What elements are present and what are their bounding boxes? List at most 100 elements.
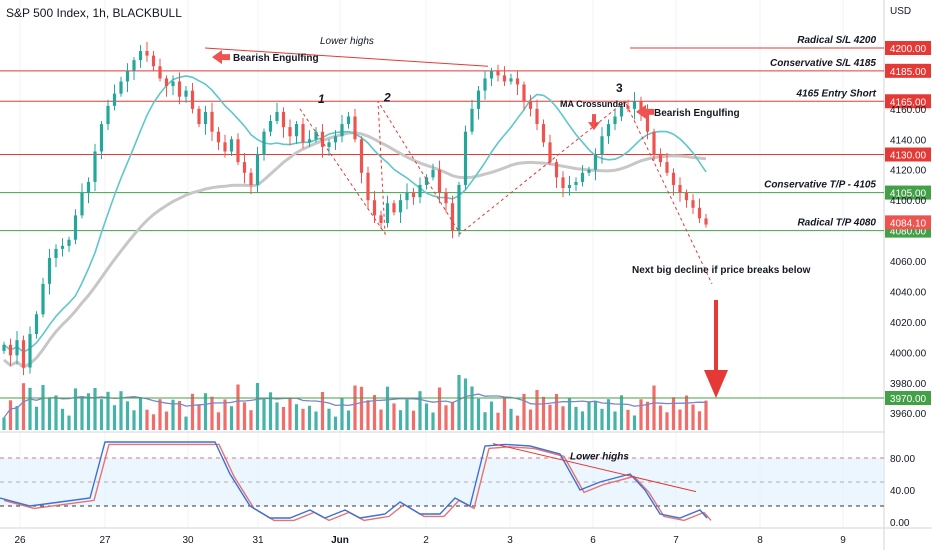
time-tick-label: 30 bbox=[182, 535, 194, 546]
volume-bar bbox=[606, 399, 611, 430]
volume-bar bbox=[340, 398, 344, 430]
volume-bar bbox=[515, 415, 520, 430]
price-tag: 4200.00 bbox=[885, 41, 931, 55]
price-tag-text: 4200.00 bbox=[890, 44, 927, 55]
candle-body bbox=[249, 172, 253, 185]
price-tag-text: 4080.00 bbox=[890, 227, 927, 238]
candle-body bbox=[151, 55, 156, 67]
candle-body bbox=[587, 169, 591, 173]
candle-body bbox=[346, 116, 351, 125]
price-tag: 4185.00 bbox=[885, 63, 931, 78]
candle-body bbox=[268, 121, 273, 132]
wave-label: 1 bbox=[318, 92, 325, 106]
candle-body bbox=[86, 181, 91, 193]
candle-body bbox=[8, 344, 13, 356]
candle-body bbox=[379, 215, 383, 223]
candle-body bbox=[457, 184, 461, 231]
volume-bar bbox=[587, 401, 591, 430]
volume-bar bbox=[236, 384, 240, 430]
volume-bar bbox=[106, 391, 110, 430]
volume-bar bbox=[320, 392, 325, 430]
volume-bar bbox=[177, 401, 182, 430]
candle-body bbox=[580, 172, 585, 182]
candle-body bbox=[2, 344, 6, 351]
volume-bar bbox=[346, 410, 351, 430]
price-tag: 4130.00 bbox=[885, 147, 931, 162]
volume-bar bbox=[171, 399, 175, 430]
volume-bar bbox=[294, 404, 299, 430]
candles bbox=[2, 41, 708, 376]
level-label: Radical T/P 4080 bbox=[797, 218, 876, 229]
price-tag-bg bbox=[885, 41, 931, 55]
candle-body bbox=[54, 248, 58, 258]
candle-body bbox=[119, 81, 123, 94]
candle-body bbox=[21, 340, 26, 368]
volume-bar bbox=[639, 399, 643, 430]
ma-crossunder-label: MA Crossunder bbox=[560, 99, 627, 109]
volume-bar bbox=[249, 410, 253, 430]
candle-body bbox=[60, 245, 65, 249]
candle-body bbox=[632, 101, 637, 109]
price-tag-bg bbox=[885, 147, 931, 162]
volume-bar bbox=[359, 386, 364, 430]
candle-body bbox=[509, 78, 513, 82]
volume-bar bbox=[67, 415, 71, 430]
level-label: Conservative S/L 4185 bbox=[770, 58, 876, 69]
candle-body bbox=[327, 142, 331, 147]
candle-body bbox=[554, 162, 559, 178]
candle-body bbox=[548, 142, 552, 163]
volume-bar bbox=[262, 397, 266, 430]
candle-body bbox=[606, 124, 611, 137]
price-tick-label: 4040.00 bbox=[890, 287, 927, 298]
volume-bar bbox=[522, 393, 526, 430]
volume-bar bbox=[697, 411, 702, 430]
candle-body bbox=[528, 101, 533, 109]
candle-body bbox=[424, 177, 429, 185]
slow-moving-average bbox=[3, 131, 707, 369]
time-tick-label: 7 bbox=[673, 535, 679, 546]
volume-bar bbox=[203, 393, 208, 430]
candle-body bbox=[93, 151, 97, 182]
price-tick-label: 4100.00 bbox=[890, 196, 927, 207]
volume-bar bbox=[268, 392, 273, 430]
candle-body bbox=[515, 78, 520, 85]
candle-body bbox=[158, 66, 162, 79]
candle-body bbox=[275, 111, 279, 122]
volume-bar bbox=[470, 386, 474, 430]
volume-bar bbox=[327, 408, 331, 430]
candle-body bbox=[593, 154, 598, 170]
volume-bar bbox=[190, 393, 195, 430]
candle-body bbox=[73, 215, 78, 240]
candle-body bbox=[619, 105, 624, 117]
price-tick-label: 4060.00 bbox=[890, 257, 927, 268]
volume-bar bbox=[93, 388, 97, 430]
bearish-engulfing-label: Bearish Engulfing bbox=[654, 108, 740, 119]
time-tick-label: 9 bbox=[840, 535, 846, 546]
price-tag-bg bbox=[885, 185, 931, 200]
lower-highs-label: Lower highs bbox=[320, 36, 374, 47]
volume-bar bbox=[288, 397, 292, 430]
volume-bar bbox=[678, 409, 682, 430]
volume-bar bbox=[613, 411, 617, 430]
volume-bar bbox=[535, 390, 539, 430]
volume-bar bbox=[658, 405, 663, 430]
price-tag-text: 4165.00 bbox=[890, 97, 927, 108]
candle-body bbox=[15, 340, 19, 356]
osc-lower-highs-label: Lower highs bbox=[570, 451, 629, 462]
price-tag: 4165.00 bbox=[885, 94, 931, 109]
candle-body bbox=[405, 192, 409, 201]
candle-body bbox=[522, 84, 526, 102]
level-label: Conservative T/P - 4105 bbox=[764, 180, 876, 191]
volume-bar bbox=[47, 397, 52, 430]
volume-bar bbox=[229, 406, 234, 430]
candle-body bbox=[294, 124, 299, 137]
volume-bar bbox=[125, 401, 130, 430]
level-label: Radical S/L 4200 bbox=[797, 35, 876, 46]
candle-body bbox=[541, 124, 546, 143]
candle-body bbox=[697, 207, 702, 219]
price-tag: 4105.00 bbox=[885, 185, 931, 200]
price-tick-label: 3960.00 bbox=[890, 409, 927, 420]
volume-bar bbox=[405, 399, 409, 430]
candle-body bbox=[229, 139, 234, 152]
